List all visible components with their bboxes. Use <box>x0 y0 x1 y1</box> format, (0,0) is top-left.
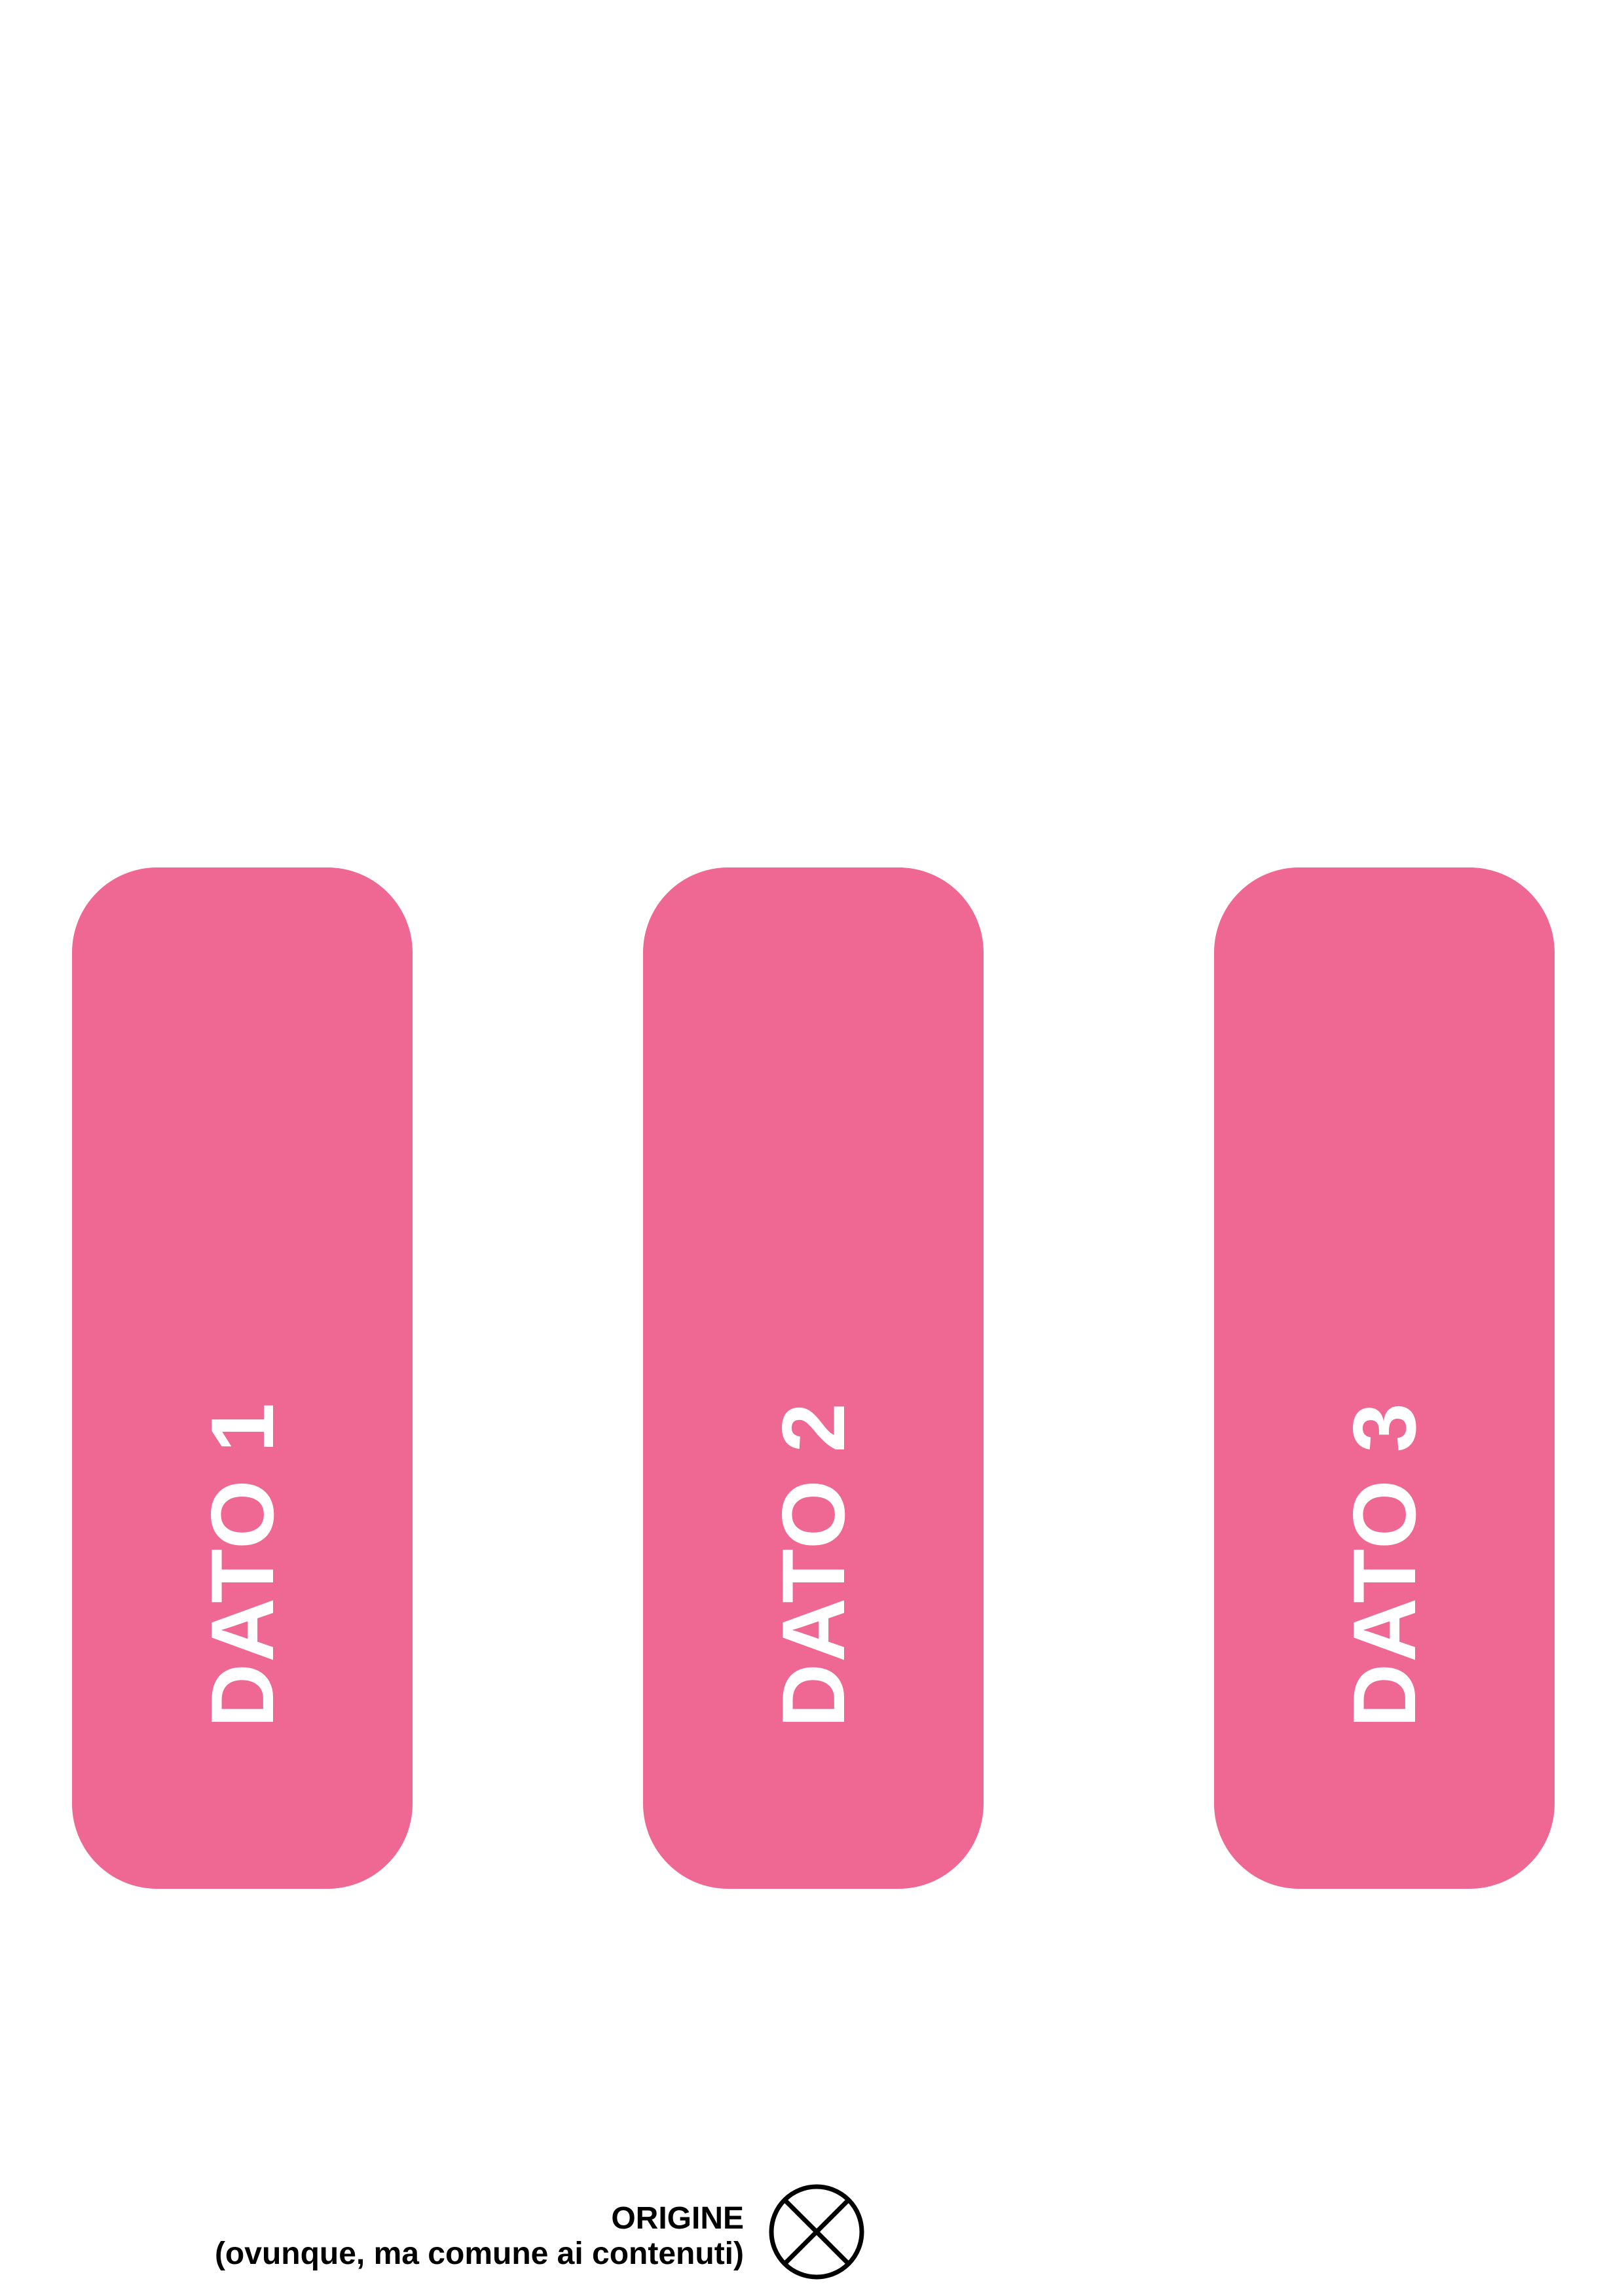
origin-legend: ORIGINE (ovunque, ma comune ai contenuti… <box>215 2201 744 2272</box>
data-card-1-label: DATO 1 <box>193 1401 292 1728</box>
origin-subtitle: (ovunque, ma comune ai contenuti) <box>214 2236 744 2271</box>
data-card-3: DATO 3 <box>1214 867 1555 1889</box>
origin-title: ORIGINE <box>611 2201 744 2236</box>
data-card-2: DATO 2 <box>643 867 984 1889</box>
data-card-2-label: DATO 2 <box>764 1401 863 1728</box>
data-card-3-label: DATO 3 <box>1335 1401 1434 1728</box>
origin-cross-circle-icon <box>769 2184 864 2280</box>
data-card-1: DATO 1 <box>72 867 413 1889</box>
